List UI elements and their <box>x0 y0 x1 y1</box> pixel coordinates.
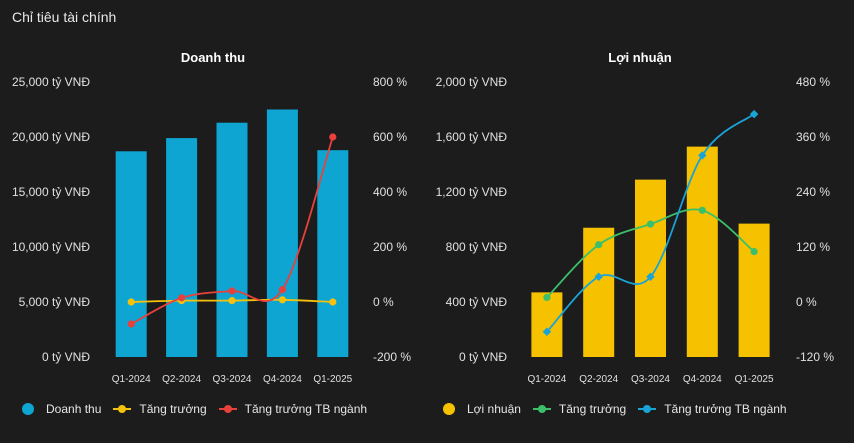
data-point <box>646 272 655 282</box>
bar <box>686 146 718 357</box>
y2-tick-label: 600 % <box>373 130 407 144</box>
y2-tick-label: 480 % <box>796 75 830 89</box>
x-tick-label: Q4-2024 <box>683 374 722 385</box>
y-tick-label: 400 tỷ VNĐ <box>446 295 508 309</box>
legend-item[interactable]: Tăng trưởng TB ngành <box>638 402 787 416</box>
data-point <box>329 298 337 306</box>
data-point <box>127 320 135 328</box>
legend-swatch <box>443 403 455 415</box>
profit-legend: Lợi nhuận Tăng trưởng Tăng trưởng TB ngành <box>443 402 799 416</box>
legend-label: Tăng trưởng TB ngành <box>244 402 368 416</box>
bar <box>635 179 666 357</box>
legend-item[interactable]: Doanh thu <box>22 402 101 416</box>
y-tick-label: 0 tỷ VNĐ <box>459 350 507 364</box>
legend-label: Tăng trưởng <box>558 402 627 416</box>
data-point <box>278 286 286 294</box>
y2-tick-label: 240 % <box>796 185 830 199</box>
y-tick-label: 1,600 tỷ VNĐ <box>436 130 508 144</box>
y2-tick-label: 800 % <box>373 75 407 89</box>
legend-swatch <box>532 405 551 413</box>
bar <box>738 223 770 357</box>
bar <box>216 122 248 357</box>
bar <box>266 109 298 357</box>
data-point <box>542 327 552 337</box>
y-tick-label: 10,000 tỷ VNĐ <box>12 240 90 254</box>
page-title: Chỉ tiêu tài chính <box>12 9 117 25</box>
chart-title: Lợi nhuận <box>608 50 671 65</box>
y-tick-label: 2,000 tỷ VNĐ <box>436 75 508 89</box>
y-tick-label: 800 tỷ VNĐ <box>446 240 508 254</box>
x-tick-label: Q1-2025 <box>735 374 774 385</box>
y-tick-label: 5,000 tỷ VNĐ <box>19 295 91 309</box>
legend-item[interactable]: Tăng trưởng <box>532 402 627 416</box>
bar <box>583 227 615 357</box>
legend-swatch <box>218 405 237 413</box>
y2-tick-label: -200 % <box>373 350 411 364</box>
chart-title: Doanh thu <box>181 50 245 65</box>
data-point <box>595 241 603 249</box>
y-tick-label: 20,000 tỷ VNĐ <box>12 130 90 144</box>
y-tick-label: 15,000 tỷ VNĐ <box>12 185 90 199</box>
data-point <box>698 206 706 214</box>
bar <box>317 150 349 357</box>
data-point <box>646 220 655 228</box>
bar <box>166 138 198 357</box>
x-tick-label: Q3-2024 <box>631 374 670 385</box>
legend-swatch <box>638 405 657 413</box>
y2-tick-label: 360 % <box>796 130 830 144</box>
y2-tick-label: 120 % <box>796 240 830 254</box>
legend-label: Tăng trưởng <box>139 402 207 416</box>
x-tick-label: Q2-2024 <box>162 374 201 385</box>
data-point <box>750 247 758 256</box>
x-tick-label: Q2-2024 <box>579 374 618 385</box>
data-point <box>278 296 286 304</box>
y-tick-label: 25,000 tỷ VNĐ <box>12 75 90 89</box>
profit-chart: Lợi nhuận 0 tỷ VNĐ 400 tỷ VNĐ 800 tỷ VNĐ 1,2… <box>436 50 835 385</box>
series-line <box>130 136 334 325</box>
legend-item[interactable]: Tăng trưởng TB ngành <box>218 402 368 416</box>
y2-tick-label: -120 % <box>796 350 834 364</box>
bar <box>531 292 563 357</box>
legend-label: Doanh thu <box>46 402 102 416</box>
legend-item[interactable]: Tăng trưởng <box>113 402 207 416</box>
series-line <box>546 113 755 333</box>
x-tick-label: Q1-2024 <box>112 374 151 385</box>
x-tick-label: Q1-2025 <box>313 374 352 385</box>
data-point <box>329 133 337 141</box>
data-point <box>594 272 603 282</box>
revenue-chart: Doanh thu 0 tỷ VNĐ 5,000 tỷ VNĐ 10,000 tỷ V… <box>12 50 411 385</box>
legend-label: Lợi nhuận <box>467 402 521 416</box>
legend-swatch <box>22 403 34 415</box>
y2-tick-label: 400 % <box>373 185 407 199</box>
y2-tick-label: 200 % <box>373 240 407 254</box>
legend-label: Tăng trưởng TB ngành <box>664 402 787 416</box>
x-tick-label: Q3-2024 <box>213 374 252 385</box>
data-point <box>228 297 236 305</box>
y-tick-label: 1,200 tỷ VNĐ <box>436 185 508 199</box>
legend-item[interactable]: Lợi nhuận <box>443 402 521 416</box>
x-tick-label: Q4-2024 <box>263 374 302 385</box>
y2-tick-label: 0 % <box>796 295 817 309</box>
data-point <box>228 287 236 295</box>
x-tick-label: Q1-2024 <box>527 374 566 385</box>
data-point <box>543 293 551 302</box>
y2-tick-label: 0 % <box>373 295 394 309</box>
data-point <box>749 109 759 119</box>
legend-swatch <box>113 405 132 413</box>
y-tick-label: 0 tỷ VNĐ <box>42 350 90 364</box>
data-point <box>178 294 186 302</box>
data-point <box>127 298 135 306</box>
revenue-legend: Doanh thu Tăng trưởng Tăng trưởng TB ngành <box>22 402 379 416</box>
